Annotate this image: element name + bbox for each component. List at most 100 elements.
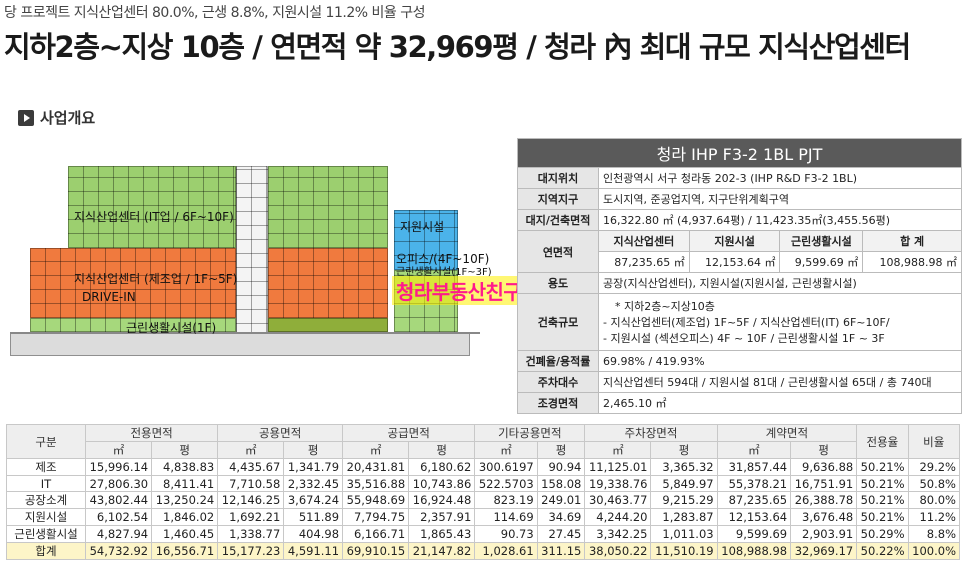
label-retail2: 근린생활시설(1F~3F) <box>396 267 492 278</box>
section-label: 사업개요 <box>40 109 96 127</box>
unit-header: 평 <box>790 441 858 459</box>
it-floors-left <box>68 166 236 248</box>
cell-value: 11.2% <box>907 508 961 526</box>
cell-value: 300.6197 <box>474 458 538 476</box>
cell-value: 108,988.98 <box>716 542 792 560</box>
cell-value: 19,338.76 <box>584 475 652 492</box>
area-value: 12,153.64 ㎡ <box>688 251 781 273</box>
unit-row: ㎡ 평 ㎡ 평 ㎡ 평 ㎡ 평 ㎡ 평 ㎡ 평 <box>7 441 960 459</box>
info-value: 2,465.10 ㎡ <box>598 392 962 414</box>
cell-value: 13,250.24 <box>151 491 219 509</box>
cell-value: 69,910.15 <box>342 542 410 560</box>
cell-value: 21,147.82 <box>408 542 476 560</box>
cell-value: 114.69 <box>474 508 538 526</box>
cell-value: 522.5703 <box>474 475 538 492</box>
cell-value: 11,510.19 <box>650 542 718 560</box>
cell-value: 4,838.83 <box>151 458 219 476</box>
area-summary-table: 구분 전용면적 공용면적 공급면적 기타공용면적 주차장면적 계약면적 전용율 … <box>6 424 961 560</box>
cell-value: 10,743.86 <box>408 475 476 492</box>
cell-value: 8.8% <box>907 525 961 543</box>
cell-value: 50.8% <box>907 475 961 492</box>
label-office: 오피스/(4F~10F) <box>396 252 490 266</box>
group-header: 계약면적 <box>716 424 858 442</box>
cell-value: 3,342.25 <box>584 525 652 543</box>
info-value: 도시지역, 준공업지역, 지구단위계획구역 <box>598 188 962 210</box>
cell-value: 15,996.14 <box>84 458 153 476</box>
section-heading: 사업개요 <box>18 107 95 128</box>
cell-value: 7,794.75 <box>342 508 410 526</box>
info-key: 대지/건축면적 <box>517 209 599 231</box>
cell-value: 1,865.43 <box>408 525 476 543</box>
cell-value: 34.69 <box>536 508 586 526</box>
cell-value: 2,357.91 <box>408 508 476 526</box>
cell-value: 1,283.87 <box>650 508 718 526</box>
table-row: 공장소계 43,802.44 13,250.24 12,146.25 3,674.24 5… <box>6 491 961 509</box>
unit-header: 평 <box>536 441 586 459</box>
area-value: 9,599.69 ㎡ <box>779 251 864 273</box>
group-header: 공용면적 <box>217 424 344 442</box>
info-key: 주차대수 <box>517 371 599 393</box>
cell-value: 32,969.17 <box>790 542 858 560</box>
cell-value: 8,411.41 <box>151 475 219 492</box>
cell-value: 90.94 <box>536 458 586 476</box>
play-triangle-icon <box>18 109 34 126</box>
cell-value: 2,332.45 <box>283 475 344 492</box>
cell-value: 12,153.64 <box>716 508 792 526</box>
watermark: 청라부동산친구 <box>392 276 526 305</box>
row-label: 합계 <box>6 542 86 560</box>
core-tower <box>236 166 268 352</box>
label-retail: 근린생활시설(1F) <box>126 321 217 335</box>
cell-value: 55,378.21 <box>716 475 792 492</box>
cell-value: 90.73 <box>474 525 538 543</box>
cell-value: 6,102.54 <box>84 508 153 526</box>
mfg-floors-left <box>30 248 236 318</box>
scale-line: - 지식산업센터(제조업) 1F~5F / 지식산업센터(IT) 6F~10F/ <box>603 316 890 329</box>
retail-floor-center <box>268 318 388 332</box>
unit-header: ㎡ <box>342 441 410 459</box>
cell-value: 2,903.91 <box>790 525 858 543</box>
table-row: 제조 15,996.14 4,838.83 4,435.67 1,341.79 20,43… <box>6 458 961 476</box>
cell-value: 30,463.77 <box>584 491 652 509</box>
info-value: 69.98% / 419.93% <box>598 350 962 372</box>
extra-header: 비율 <box>907 424 961 459</box>
cell-value: 7,710.58 <box>217 475 285 492</box>
row-label: 근린생활시설 <box>6 525 86 543</box>
cell-value: 158.08 <box>536 475 586 492</box>
unit-header: ㎡ <box>217 441 285 459</box>
group-header: 전용면적 <box>84 424 219 442</box>
row-label: 공장소계 <box>6 491 86 509</box>
cell-value: 16,751.91 <box>790 475 858 492</box>
table-row: IT 27,806.30 8,411.41 7,710.58 2,332.45 35,51… <box>6 475 961 492</box>
info-key: 연면적 <box>517 230 599 273</box>
page-title: 지하2층~지상 10층 / 연면적 약 32,969평 / 청라 內 최대 규모… <box>4 30 911 64</box>
cell-value: 50.21% <box>856 508 909 526</box>
basement <box>10 332 470 356</box>
cell-value: 5,849.97 <box>650 475 718 492</box>
row-label: 제조 <box>6 458 86 476</box>
label-mfg: 지식산업센터 (제조업 / 1F~5F) <box>74 272 238 286</box>
cell-value: 50.21% <box>856 475 909 492</box>
cell-value: 1,460.45 <box>151 525 219 543</box>
table-row: 근린생활시설 4,827.94 1,460.45 1,338.77 404.98 6,16… <box>6 525 961 543</box>
unit-header: ㎡ <box>716 441 792 459</box>
cell-value: 29.2% <box>907 458 961 476</box>
cell-value: 4,827.94 <box>84 525 153 543</box>
cell-value: 16,924.48 <box>408 491 476 509</box>
info-key: 용도 <box>517 272 599 294</box>
label-drive-in: DRIVE-IN <box>82 290 136 304</box>
unit-header: 평 <box>151 441 219 459</box>
unit-header: 평 <box>408 441 476 459</box>
info-value: 지식산업센터 594대 / 지원시설 81대 / 근린생활시설 65대 / 총 … <box>598 371 962 393</box>
cell-value: 27.45 <box>536 525 586 543</box>
cell-value: 12,146.25 <box>217 491 285 509</box>
support-tower <box>394 210 458 270</box>
summary-body: 제조 15,996.14 4,838.83 4,435.67 1,341.79 20,43… <box>6 458 961 560</box>
unit-header: ㎡ <box>474 441 538 459</box>
project-name: 청라 IHP F3-2 1BL PJT <box>517 138 962 168</box>
cell-value: 54,732.92 <box>84 542 153 560</box>
cell-value: 3,676.48 <box>790 508 858 526</box>
cell-value: 16,556.71 <box>151 542 219 560</box>
group-header: 주차장면적 <box>584 424 718 442</box>
cell-value: 4,244.20 <box>584 508 652 526</box>
cell-value: 50.22% <box>856 542 909 560</box>
